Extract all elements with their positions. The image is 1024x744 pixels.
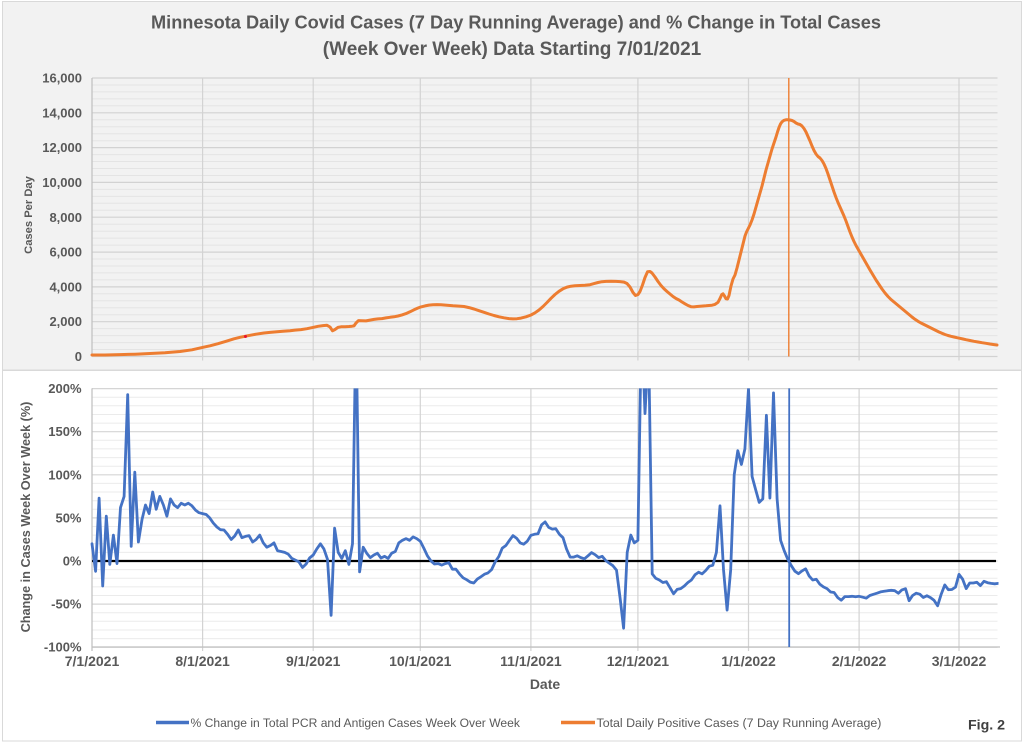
svg-text:Total Daily Positive Cases (7: Total Daily Positive Cases (7 Day Runnin…: [597, 716, 882, 730]
svg-text:Minnesota Daily Covid Cases (7: Minnesota Daily Covid Cases (7 Day Runni…: [151, 13, 881, 33]
svg-text:Change in Cases Week Over Week: Change in Cases Week Over Week (%): [19, 402, 33, 633]
svg-text:14,000: 14,000: [42, 105, 82, 120]
svg-text:Date: Date: [530, 676, 561, 692]
svg-text:11/1/2021: 11/1/2021: [500, 653, 562, 669]
svg-text:8,000: 8,000: [49, 210, 82, 225]
svg-text:100%: 100%: [48, 467, 82, 482]
svg-text:9/1/2021: 9/1/2021: [286, 653, 341, 669]
svg-text:8/1/2021: 8/1/2021: [175, 653, 230, 669]
svg-text:4,000: 4,000: [49, 279, 82, 294]
svg-text:1/1/2022: 1/1/2022: [721, 653, 776, 669]
svg-text:Fig. 2: Fig. 2: [968, 718, 1005, 734]
svg-text:7/1/2021: 7/1/2021: [65, 653, 120, 669]
svg-text:10,000: 10,000: [42, 175, 82, 190]
svg-text:16,000: 16,000: [42, 71, 82, 86]
svg-text:2,000: 2,000: [49, 314, 82, 329]
svg-text:-50%: -50%: [51, 597, 82, 612]
svg-text:0: 0: [75, 349, 82, 364]
svg-text:0%: 0%: [63, 554, 82, 569]
svg-text:% Change in Total PCR and Anti: % Change in Total PCR and Antigen Cases …: [191, 716, 521, 730]
svg-text:2/1/2022: 2/1/2022: [832, 653, 887, 669]
svg-text:200%: 200%: [48, 381, 82, 396]
svg-text:150%: 150%: [48, 424, 82, 439]
svg-text:50%: 50%: [55, 510, 81, 525]
svg-text:12,000: 12,000: [42, 140, 82, 155]
svg-text:3/1/2022: 3/1/2022: [932, 653, 987, 669]
svg-text:(Week Over Week) Data Starting: (Week Over Week) Data Starting 7/01/2021: [323, 39, 702, 60]
svg-text:6,000: 6,000: [49, 245, 82, 260]
svg-text:-100%: -100%: [44, 640, 82, 655]
svg-text:Cases Per Day: Cases Per Day: [23, 175, 35, 254]
svg-text:12/1/2021: 12/1/2021: [607, 653, 669, 669]
svg-text:10/1/2021: 10/1/2021: [389, 653, 451, 669]
